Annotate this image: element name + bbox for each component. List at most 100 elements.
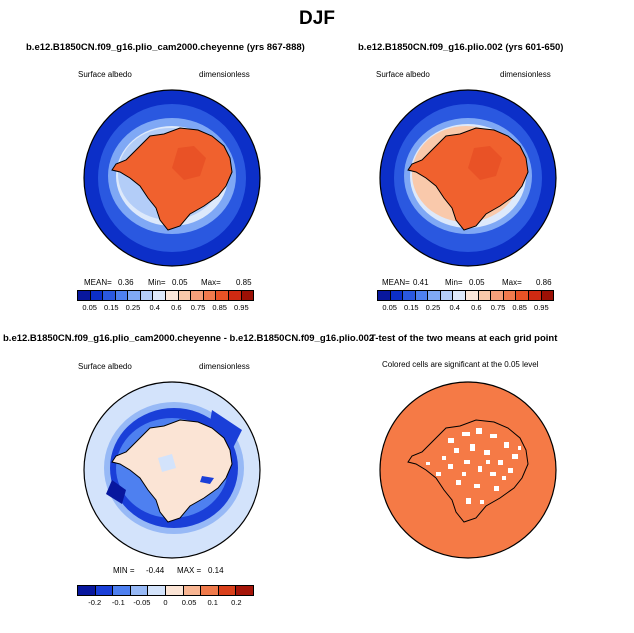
panel-4-nonsignificant-cells [426,428,521,504]
colorbar-1-swatch [90,291,104,300]
panel-2-antarctica [407,127,529,231]
panel-1-polar-map [83,89,261,267]
panel-1-max-value: 0.85 [236,278,252,287]
panel-2-title: b.e12.B1850CN.f09_g16.plio.002 (yrs 601-… [358,42,564,53]
colorbar-3-tick-label: -0.1 [111,598,125,607]
colorbar-2-tick-label: 0.95 [534,303,549,312]
panel-1-mean-label: MEAN= [84,278,112,287]
panel-1-antarctica [111,127,233,231]
colorbar-1-tick-label: 0.15 [104,303,119,312]
colorbar-3-tick-label: 0.1 [207,598,218,607]
colorbar-2-tick-label: 0.6 [471,303,482,312]
colorbar-3-swatch [130,586,149,595]
panel-1-variable-label: Surface albedo [78,70,132,79]
panel-1-mean-value: 0.36 [118,278,134,287]
colorbar-1-tick-label: 0.05 [82,303,97,312]
panel-2-polar-map [379,89,557,267]
panel-3-min-value: -0.44 [146,566,165,575]
panel-1-max-label: Max= [201,278,221,287]
panel-2-variable-label: Surface albedo [376,70,430,79]
panel-4-antarctica [407,419,529,523]
panel-1-title: b.e12.B1850CN.f09_g16.plio_cam2000.cheye… [26,42,305,53]
colorbar-1-tick-label: 0.95 [234,303,249,312]
panel-1-min-label: Min= [148,278,166,287]
colorbar-3-swatch [95,586,114,595]
colorbar-2-tick-label: 0.25 [425,303,441,312]
panel-3-colorbar [77,585,254,596]
colorbar-1-swatch [103,291,116,300]
colorbar-2-tick-label: 0.05 [382,303,397,312]
panel-3-variable-label: Surface albedo [78,362,132,371]
colorbar-1-tick-label: 0.85 [212,303,227,312]
panel-2-mean-value: 0.41 [413,278,429,287]
colorbar-2-swatch [390,291,404,300]
colorbar-1-tick-label: 0.25 [125,303,141,312]
colorbar-3-swatch [201,586,219,595]
colorbar-2-tick-label: 0.75 [490,303,506,312]
colorbar-2-swatch [541,291,554,300]
panel-4-title: T-test of the two means at each grid poi… [370,333,558,344]
colorbar-1-swatch [128,291,141,300]
colorbar-1-tick-label: 0.4 [149,303,160,312]
colorbar-3-tick-label: -0.2 [88,598,102,607]
panel-1-colorbar [77,290,254,301]
colorbar-3-swatch [218,586,237,595]
colorbar-1-swatch [166,291,179,300]
colorbar-1-swatch [191,291,204,300]
colorbar-2-swatch [516,291,529,300]
colorbar-2-swatch [528,291,542,300]
colorbar-1-swatch [78,291,91,300]
colorbar-1-swatch [203,291,217,300]
colorbar-1-swatch [228,291,242,300]
colorbar-1-tick-label: 0.75 [190,303,206,312]
colorbar-2-swatch [440,291,454,300]
colorbar-3-tick-label: 0.2 [231,598,242,607]
colorbar-2-swatch [428,291,441,300]
colorbar-3-swatch [236,586,253,595]
colorbar-2-swatch [403,291,416,300]
colorbar-2-swatch [453,291,467,300]
panel-1-min-value: 0.05 [172,278,188,287]
panel-4-polar-map [379,381,557,559]
colorbar-2-swatch [478,291,492,300]
colorbar-1-swatch [140,291,154,300]
panel-1-units-label: dimensionless [199,70,250,79]
colorbar-2-swatch [466,291,479,300]
panel-3-max-value: 0.14 [208,566,224,575]
colorbar-2-swatch [503,291,517,300]
colorbar-3-swatch [165,586,184,595]
colorbar-1-swatch [178,291,192,300]
panel-2-max-label: Max= [502,278,522,287]
panel-2-mean-label: MEAN= [382,278,410,287]
colorbar-3-swatch [113,586,131,595]
colorbar-1-swatch [115,291,129,300]
colorbar-1-tick-label: 0.6 [171,303,182,312]
colorbar-3-swatch [183,586,202,595]
colorbar-2-tick-label: 0.4 [449,303,460,312]
colorbar-1-swatch [241,291,254,300]
colorbar-3-tick-label: 0.05 [181,598,197,607]
colorbar-2-tick-label: 0.85 [512,303,527,312]
panel-2-colorbar [377,290,554,301]
panel-2-min-value: 0.05 [469,278,485,287]
colorbar-2-swatch [378,291,391,300]
panel-3-polar-map [83,381,261,559]
panel-4-subtitle: Colored cells are significant at the 0.0… [382,360,539,369]
panel-3-units-label: dimensionless [199,362,250,371]
panel-2-units-label: dimensionless [500,70,551,79]
colorbar-2-swatch [415,291,429,300]
colorbar-2-tick-label: 0.15 [404,303,419,312]
colorbar-3-tick-label: -0.05 [133,598,151,607]
colorbar-2-swatch [491,291,504,300]
colorbar-3-swatch [148,586,166,595]
panel-3-title: b.e12.B1850CN.f09_g16.plio_cam2000.cheye… [3,333,375,344]
colorbar-3-tick-label: 0 [163,598,168,607]
colorbar-1-swatch [216,291,229,300]
panel-2-max-value: 0.86 [536,278,552,287]
colorbar-1-swatch [153,291,167,300]
figure-title: DJF [299,8,335,29]
panel-3-antarctica [111,419,233,523]
colorbar-3-swatch [78,586,96,595]
panel-2-min-label: Min= [445,278,463,287]
panel-3-min-label: MIN = [113,566,135,575]
